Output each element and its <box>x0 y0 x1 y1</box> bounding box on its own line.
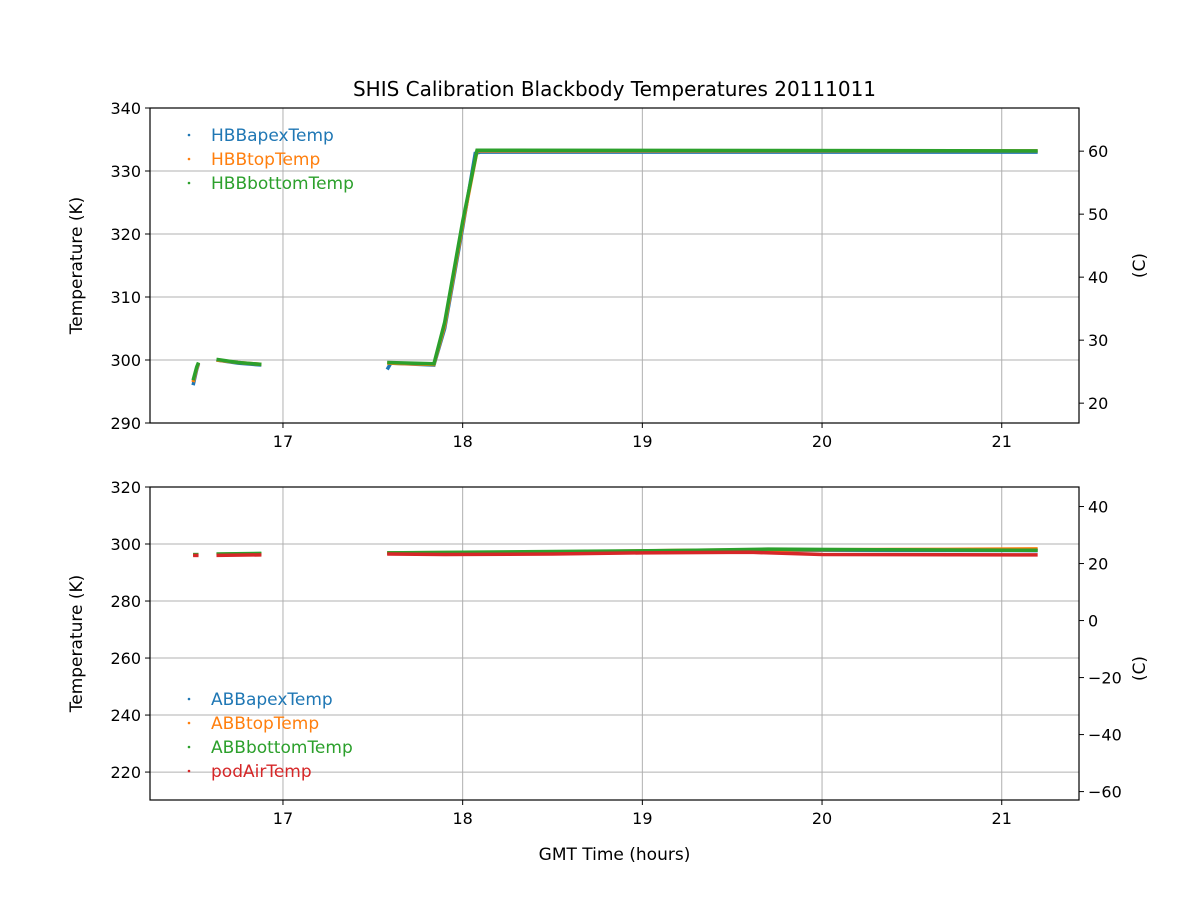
legend-entry: ABBbottomTemp <box>187 738 353 758</box>
y-tick-label: 310 <box>110 288 141 307</box>
legend-entry: ABBapexTemp <box>187 690 333 710</box>
legend-marker <box>187 181 191 185</box>
legend-marker <box>187 157 191 161</box>
y-tick-label: 300 <box>110 535 141 554</box>
legend-label: HBBtopTemp <box>211 150 320 170</box>
y-right-tick-label: 40 <box>1088 268 1108 287</box>
y-tick-label: 220 <box>110 763 141 782</box>
x-tick-label: 21 <box>992 809 1012 828</box>
legend-label: podAirTemp <box>211 762 312 782</box>
axes-frame <box>149 486 1080 801</box>
legend-label: HBBapexTemp <box>211 126 334 146</box>
y-right-tick-label: 0 <box>1088 612 1098 631</box>
y-right-tick-label: 60 <box>1088 142 1108 161</box>
y-right-axis-label: (C) <box>1130 656 1150 681</box>
chart-title: SHIS Calibration Blackbody Temperatures … <box>353 77 876 101</box>
legend-entry: HBBapexTemp <box>187 126 334 146</box>
y-axis-label: Temperature (K) <box>67 197 87 336</box>
y-tick-label: 260 <box>110 649 141 668</box>
legend-label: ABBbottomTemp <box>211 738 353 758</box>
x-tick-label: 19 <box>632 432 652 451</box>
y-tick-label: 280 <box>110 592 141 611</box>
legend-entry: HBBbottomTemp <box>187 174 354 194</box>
x-tick-label: 17 <box>273 432 293 451</box>
legend-label: ABBapexTemp <box>211 690 333 710</box>
series-HBBbottomTemp <box>216 357 262 367</box>
y-right-tick-label: 50 <box>1088 205 1108 224</box>
axes-frame <box>149 107 1080 424</box>
y-tick-label: 290 <box>110 414 141 433</box>
legend-entry: podAirTemp <box>187 762 312 782</box>
x-tick-label: 18 <box>452 432 472 451</box>
series-ABBbottomTemp <box>387 547 1038 555</box>
legend-entry: HBBtopTemp <box>187 150 320 170</box>
series-HBBapexTemp <box>385 150 1038 371</box>
y-right-tick-label: 20 <box>1088 394 1108 413</box>
legend-marker <box>187 697 191 701</box>
legend-entry: ABBtopTemp <box>187 714 319 734</box>
legend-marker <box>187 133 191 137</box>
legend-marker <box>187 769 191 773</box>
y-tick-label: 320 <box>110 225 141 244</box>
y-tick-label: 300 <box>110 351 141 370</box>
y-tick-label: 320 <box>110 478 141 497</box>
series-HBBbottomTemp <box>387 148 1038 366</box>
y-right-axis-label: (C) <box>1130 253 1150 278</box>
legend-marker <box>187 745 191 749</box>
x-tick-label: 21 <box>992 432 1012 451</box>
y-axis-label: Temperature (K) <box>67 575 87 714</box>
x-axis-label: GMT Time (hours) <box>539 845 691 865</box>
x-tick-label: 20 <box>812 432 832 451</box>
subplot-2: 17 18 19 20 21 220 240 260 280 300 320 −60 −40 −20 0 20… <box>67 478 1150 865</box>
y-right-tick-label: 40 <box>1088 498 1108 517</box>
y-right-tick-label: −20 <box>1088 669 1122 688</box>
x-tick-label: 20 <box>812 809 832 828</box>
series-podAirTemp <box>216 553 262 558</box>
y-tick-label: 340 <box>110 99 141 118</box>
series-podAirTemp <box>387 550 1038 557</box>
x-tick-label: 17 <box>273 809 293 828</box>
y-right-tick-label: 20 <box>1088 555 1108 574</box>
legend-label: ABBtopTemp <box>211 714 319 734</box>
y-tick-label: 240 <box>110 706 141 725</box>
y-right-tick-label: −40 <box>1088 726 1122 745</box>
x-tick-label: 19 <box>632 809 652 828</box>
x-tick-label: 18 <box>452 809 472 828</box>
series-HBBtopTemp <box>387 149 1038 367</box>
legend-marker <box>187 721 191 725</box>
y-right-tick-label: 30 <box>1088 331 1108 350</box>
y-tick-label: 330 <box>110 162 141 181</box>
y-right-tick-label: −60 <box>1088 783 1122 802</box>
series-HBBbottomTemp <box>191 361 201 381</box>
subplot-1: 17 18 19 20 21 290 300 310 320 330 340 20 30 40 50 60 SH… <box>67 77 1150 451</box>
legend-label: HBBbottomTemp <box>211 174 354 194</box>
